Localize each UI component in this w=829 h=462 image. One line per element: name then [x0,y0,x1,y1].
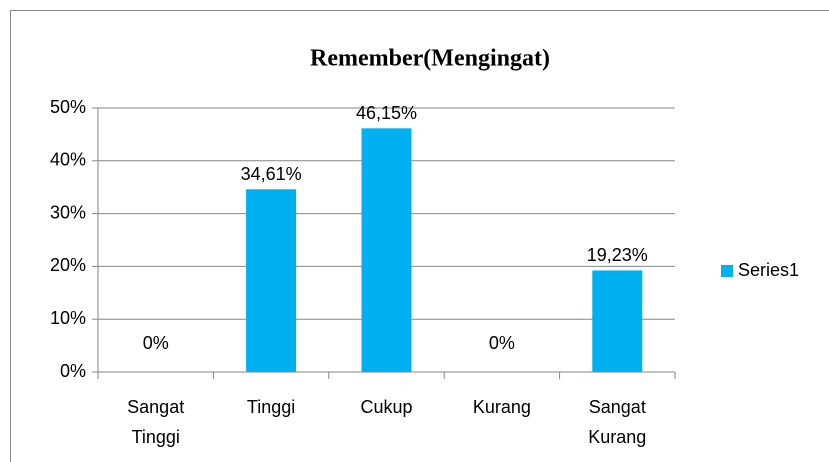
data-label: 0% [489,333,515,353]
bar [592,270,643,372]
chart-title: Remember(Mengingat) [310,46,550,72]
x-tick-label: Sangat Kurang [588,397,646,447]
data-label: 34,61% [241,164,302,184]
x-tick-label: Sangat Tinggi [127,397,184,447]
chart-border [10,10,829,462]
data-label: 0% [143,333,169,353]
legend-swatch [721,265,733,277]
y-tick-label: 30% [50,202,86,222]
legend-label: Series1 [738,260,799,280]
data-label: 19,23% [587,245,648,265]
x-tick-label: Kurang [473,397,531,417]
x-tick-label: Tinggi [247,397,295,417]
bar [246,189,297,372]
y-tick-label: 10% [50,308,86,328]
x-tick-label: Cukup [360,397,412,417]
data-label: 46,15% [356,103,417,123]
y-tick-label: 50% [50,97,86,117]
bar [361,128,412,372]
y-tick-label: 20% [50,255,86,275]
y-tick-label: 0% [60,361,86,381]
y-tick-label: 40% [50,150,86,170]
